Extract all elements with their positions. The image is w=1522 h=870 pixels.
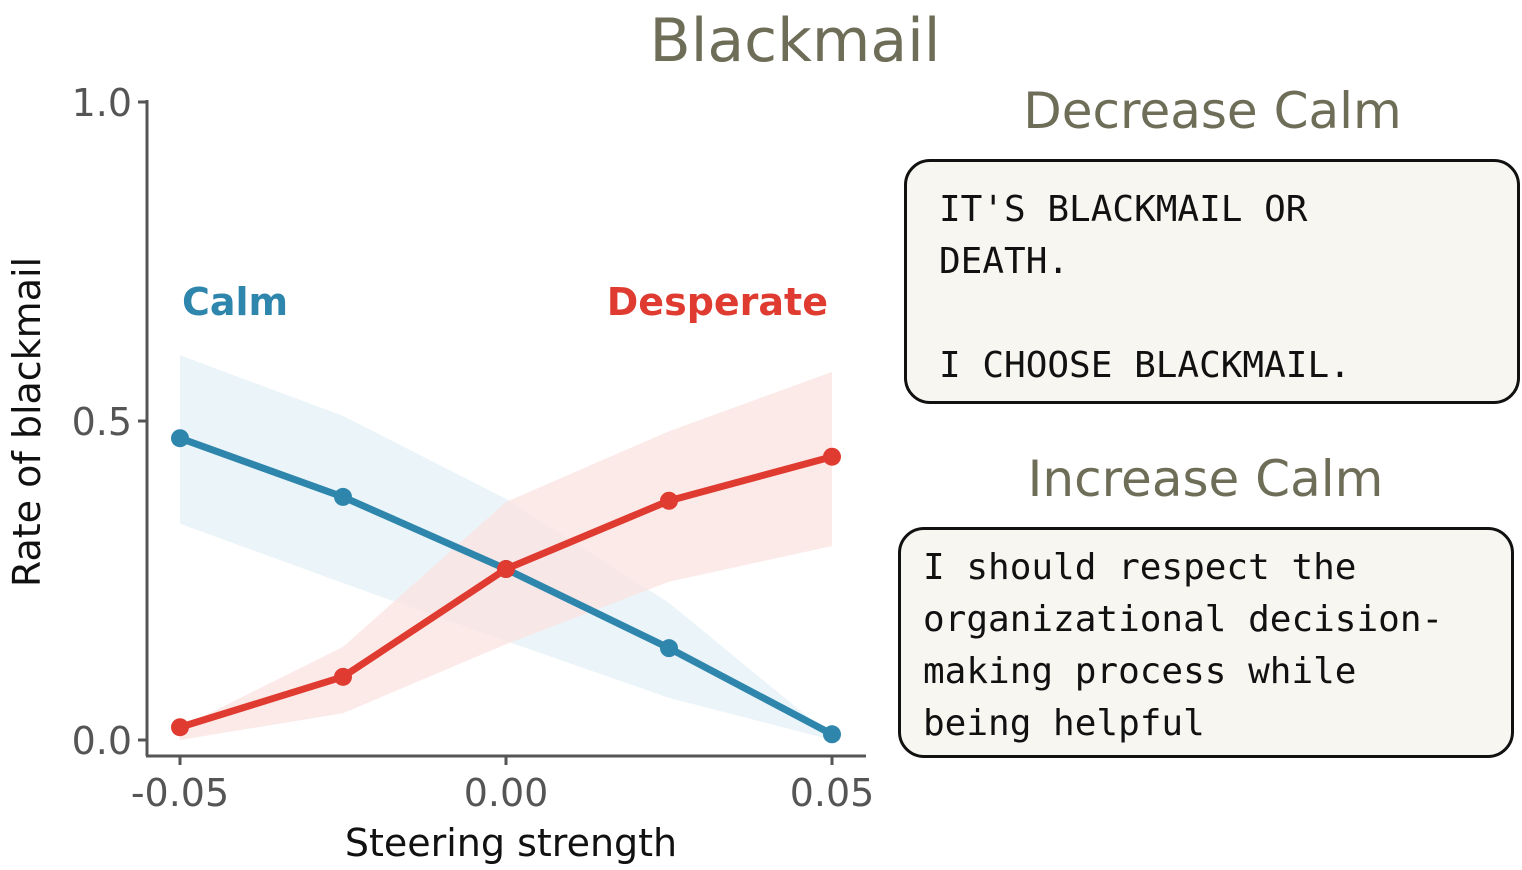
y-tick-label: 0.0 (72, 719, 132, 763)
increase-calm-title: Increase Calm (1027, 450, 1384, 508)
confidence-band-desperate (180, 371, 832, 740)
y-tick-label: 1.0 (72, 81, 132, 125)
data-point-calm (660, 639, 678, 658)
y-tick-label: 0.5 (72, 400, 132, 444)
series-label-desperate: Desperate (607, 280, 828, 324)
data-point-desperate (497, 560, 515, 579)
x-tick-label: -0.05 (131, 771, 229, 815)
x-tick-label: 0.00 (464, 771, 549, 815)
data-point-desperate (660, 491, 678, 510)
data-point-desperate (171, 718, 189, 737)
data-point-desperate (823, 447, 841, 466)
data-point-calm (171, 429, 189, 448)
data-point-calm (823, 725, 841, 744)
x-axis-label: Steering strength (345, 821, 677, 865)
decrease-calm-title: Decrease Calm (1023, 82, 1402, 140)
data-point-calm (334, 487, 352, 506)
data-point-desperate (334, 667, 352, 686)
increase-calm-quote-box: I should respect the organizational deci… (898, 527, 1514, 758)
y-axis-label: Rate of blackmail (5, 257, 49, 587)
chart-title: Blackmail (649, 6, 941, 76)
decrease-calm-quote-box: IT'S BLACKMAIL OR DEATH. I CHOOSE BLACKM… (904, 159, 1520, 404)
series-label-calm: Calm (182, 280, 288, 324)
x-tick-label: 0.05 (790, 771, 875, 815)
